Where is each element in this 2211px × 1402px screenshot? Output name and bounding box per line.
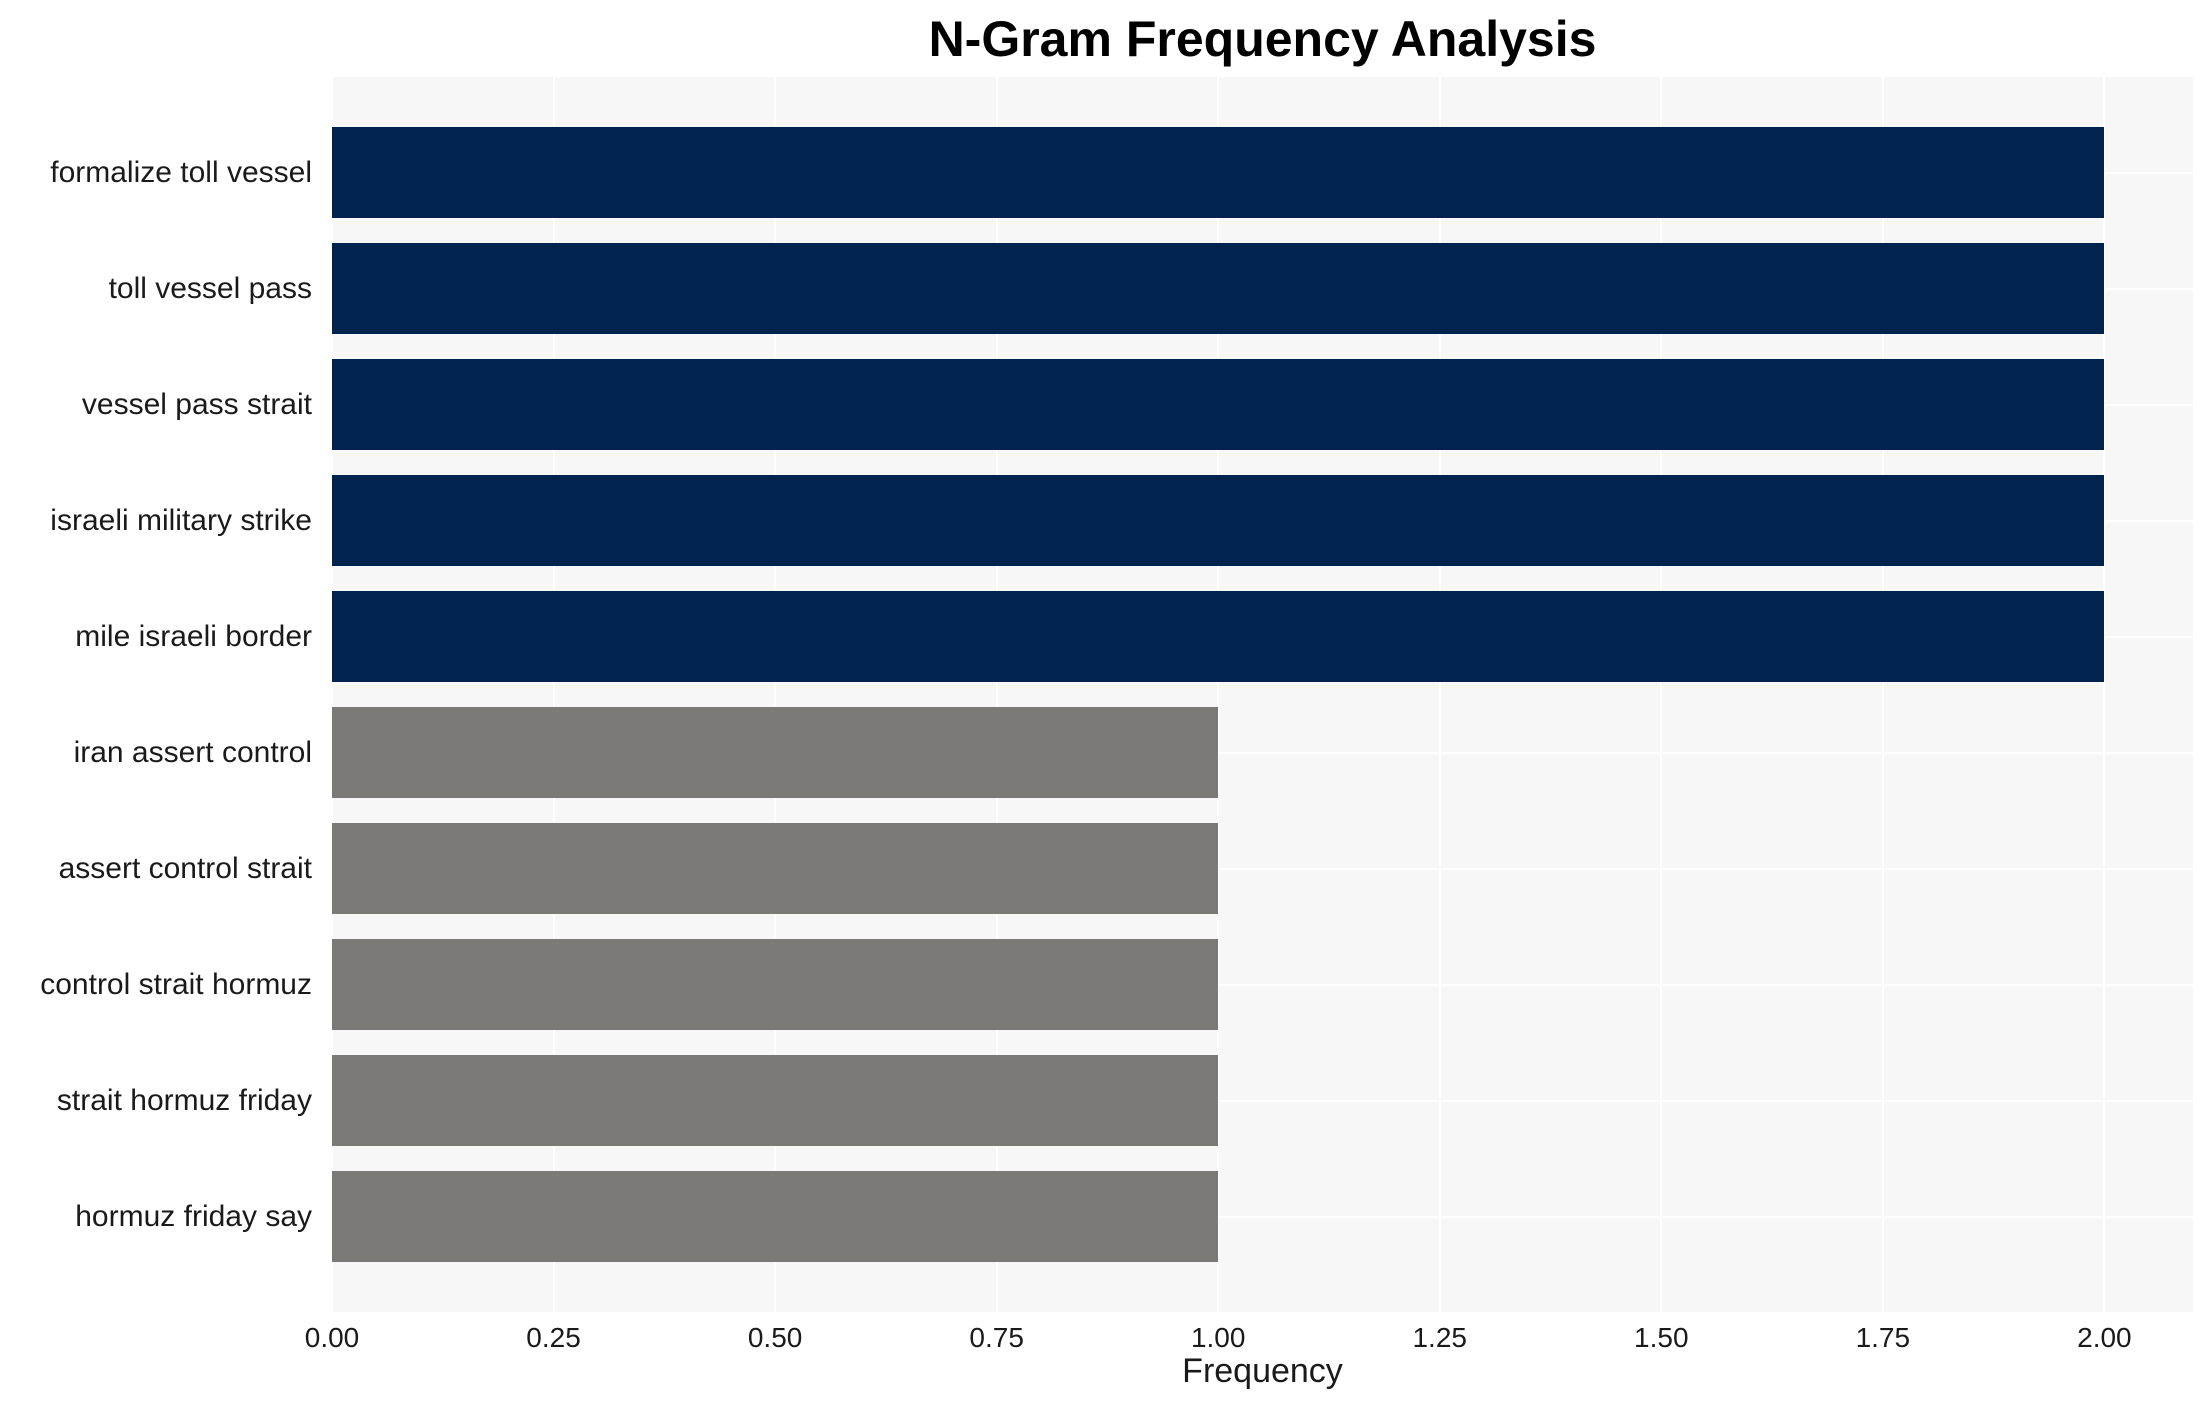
plot-area	[331, 77, 2193, 1312]
x-tick-label: 0.50	[747, 1322, 803, 1353]
bar	[332, 590, 2105, 683]
y-axis-labels: formalize toll vessel toll vessel pass ves…	[0, 77, 322, 1312]
v-gridline	[774, 77, 777, 1312]
bar	[332, 706, 1219, 799]
bar	[332, 242, 2105, 335]
y-tick-label: assert control strait	[58, 851, 312, 885]
x-tick-label: 2.00	[2077, 1322, 2132, 1353]
h-gridline	[332, 983, 2193, 986]
bar	[332, 358, 2105, 451]
h-gridline	[332, 751, 2193, 754]
v-gridline	[1217, 77, 1220, 1312]
v-gridline	[2103, 77, 2106, 1312]
v-gridline	[1438, 77, 1441, 1312]
y-tick-label: hormuz friday say	[75, 1199, 312, 1233]
bar	[332, 474, 2105, 567]
bar	[332, 938, 1219, 1031]
x-tick-label: 1.75	[1855, 1322, 1911, 1353]
h-gridline	[332, 1215, 2193, 1218]
bar	[332, 1054, 1219, 1147]
y-tick-label: strait hormuz friday	[56, 1083, 312, 1117]
y-tick-label: toll vessel pass	[108, 271, 312, 305]
x-tick-label: 0.25	[526, 1322, 581, 1353]
x-tick-label: 1.50	[1634, 1322, 1689, 1353]
y-tick-label: formalize toll vessel	[50, 155, 312, 189]
y-tick-label: israeli military strike	[50, 503, 312, 537]
chart-title: N-Gram Frequency Analysis	[928, 11, 1597, 67]
y-tick-label: iran assert control	[73, 735, 312, 769]
y-tick-label: control strait hormuz	[40, 967, 312, 1001]
v-gridline	[552, 77, 555, 1312]
v-gridline	[1881, 77, 1884, 1312]
bar	[332, 822, 1219, 915]
x-tick-label: 1.00	[1190, 1322, 1246, 1353]
v-gridline	[995, 77, 998, 1312]
bar	[332, 1170, 1219, 1263]
x-axis-tick-labels: 0.00 0.25 0.50 0.75 1.00 1.25 1.50 1.75 2.00	[305, 1322, 2193, 1362]
v-gridline	[331, 77, 333, 1312]
h-gridline	[332, 867, 2193, 870]
x-tick-label: 0.75	[969, 1322, 1024, 1353]
x-tick-label: 1.25	[1412, 1322, 1467, 1353]
y-tick-label: vessel pass strait	[81, 387, 312, 421]
v-gridline	[1660, 77, 1663, 1312]
bar	[332, 126, 2105, 219]
y-tick-label: mile israeli border	[75, 619, 312, 653]
x-tick-label: 0.00	[304, 1322, 360, 1353]
x-axis-title: Frequency	[1182, 1352, 1343, 1390]
h-gridline	[332, 1099, 2193, 1102]
